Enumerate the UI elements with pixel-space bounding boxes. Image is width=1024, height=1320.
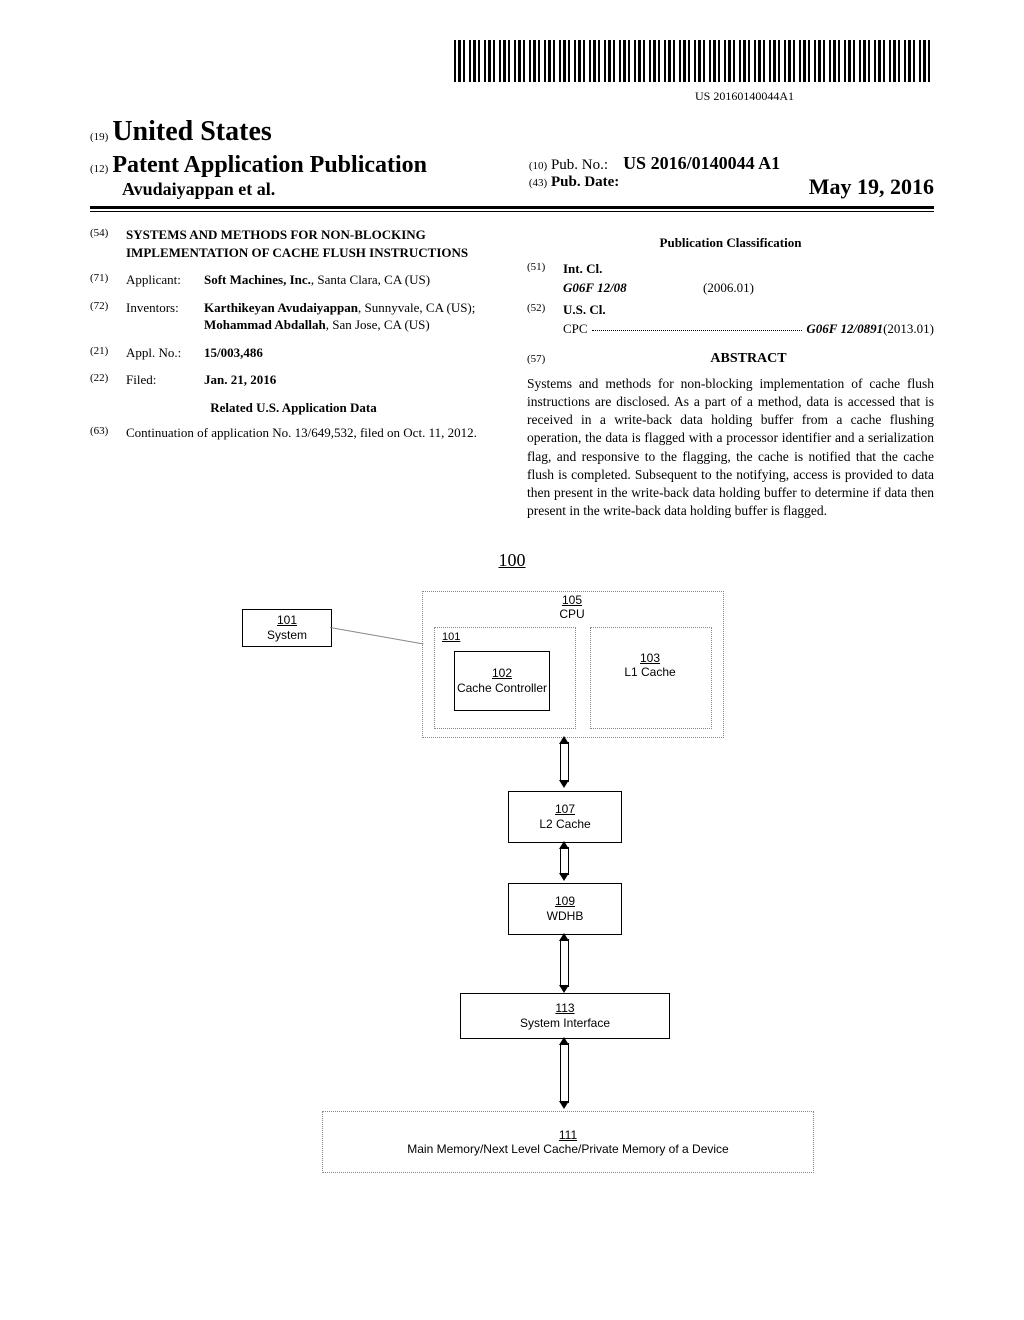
appl-no-value: 15/003,486 [204,344,497,362]
doc-type-line: (12) Patent Application Publication [90,152,529,179]
inventor-1-name: Karthikeyan Avudaiyappan [204,300,358,315]
l1-content: 103 L1 Cache [590,651,710,679]
inventors-body: Karthikeyan Avudaiyappan, Sunnyvale, CA … [204,299,497,334]
field-51-code: (51) [527,260,563,278]
system-label: System [267,628,307,644]
l2-num: 107 [555,802,575,818]
inventor-1-loc: , Sunnyvale, CA (US); [358,300,475,315]
cpc-label: CPC [563,320,588,338]
abstract-text: Systems and methods for non-blocking imp… [527,375,934,521]
field-57-code: (57) [527,352,563,367]
inventor-2-name: Mohammad Abdallah [204,317,326,332]
cpc-value: G06F 12/0891 [806,320,883,338]
filed-label: Filed: [126,371,204,389]
wdhb-num: 109 [555,894,575,910]
field-72-code: (72) [90,299,126,334]
continuation-body: Continuation of application No. 13/649,5… [126,424,497,442]
sysif-num: 113 [555,1001,574,1017]
cache-ctrl-num: 102 [492,666,512,682]
int-cl-value: G06F 12/08 [563,279,703,297]
inner-num-label: 101 [442,631,460,643]
int-cl-label: Int. Cl. [563,260,602,278]
us-cl-label: U.S. Cl. [563,301,606,319]
wdhb-label: WDHB [547,909,584,925]
abstract-label: ABSTRACT [563,350,934,369]
cpc-dots [592,320,803,331]
pub-no-line: (10) Pub. No.: US 2016/0140044 A1 [529,153,934,174]
barcode-text: US 20160140044A1 [90,89,934,104]
cpc-date: (2013.01) [883,320,934,338]
doc-type: Patent Application Publication [112,152,427,178]
box-system-interface: 113 System Interface [460,993,670,1039]
applicant-loc: , Santa Clara, CA (US) [311,272,430,287]
pub-no-label: Pub. No.: [551,157,608,173]
box-l2-cache: 107 L2 Cache [508,791,622,843]
cache-ctrl-label: Cache Controller [457,681,547,697]
int-cl-date: (2006.01) [703,279,754,297]
box-system: 101 System [242,609,332,647]
related-app-title: Related U.S. Application Data [90,399,497,417]
mem-label: Main Memory/Next Level Cache/Private Mem… [407,1142,728,1156]
classification-title: Publication Classification [527,234,934,252]
header-country-line: (19) United States [90,116,529,148]
applicant-label: Applicant: [126,271,204,289]
authors-line: Avudaiyappan et al. [90,179,529,200]
barcode [90,40,934,87]
pub-date-label: Pub. Date: [551,174,619,190]
box-cache-controller: 102 Cache Controller [454,651,550,711]
kind-code-10: (10) [529,160,547,172]
inventors-label: Inventors: [126,299,204,334]
cpu-num: 105 [562,593,582,607]
divider-thick [90,206,934,209]
applicant-body: Soft Machines, Inc., Santa Clara, CA (US… [204,271,497,289]
l1-label: L1 Cache [624,665,675,679]
figure-diagram: 101 System 105 CPU 101 102 Cache Control… [202,591,822,1231]
kind-code-12: (12) [90,163,108,175]
field-63-code: (63) [90,424,126,442]
l2-label: L2 Cache [539,817,590,833]
field-54-code: (54) [90,226,126,261]
figure-number: 100 [90,550,934,571]
invention-title: SYSTEMS AND METHODS FOR NON-BLOCKING IMP… [126,226,497,261]
cpu-label: CPU [559,607,584,621]
country-name: United States [112,116,271,147]
field-21-code: (21) [90,344,126,362]
mem-num: 111 [559,1128,577,1142]
lead-line-system [330,627,424,644]
appl-no-label: Appl. No.: [126,344,204,362]
sysif-label: System Interface [520,1016,610,1032]
inventor-2-loc: , San Jose, CA (US) [326,317,430,332]
applicant-name: Soft Machines, Inc. [204,272,311,287]
system-num: 101 [277,613,297,629]
field-71-code: (71) [90,271,126,289]
field-52-code: (52) [527,301,563,319]
box-main-memory: 111 Main Memory/Next Level Cache/Private… [322,1111,814,1173]
pub-date-value: May 19, 2016 [809,174,934,200]
kind-code-19: (19) [90,131,108,143]
pub-no-value: US 2016/0140044 A1 [623,153,780,173]
cpu-header: 105 CPU [422,593,722,621]
pub-date-line: (43) Pub. Date: May 19, 2016 [529,174,934,200]
box-wdhb: 109 WDHB [508,883,622,935]
l1-num: 103 [640,651,660,665]
kind-code-43: (43) [529,177,547,189]
divider-thin [90,211,934,212]
field-22-code: (22) [90,371,126,389]
filed-value: Jan. 21, 2016 [204,371,497,389]
